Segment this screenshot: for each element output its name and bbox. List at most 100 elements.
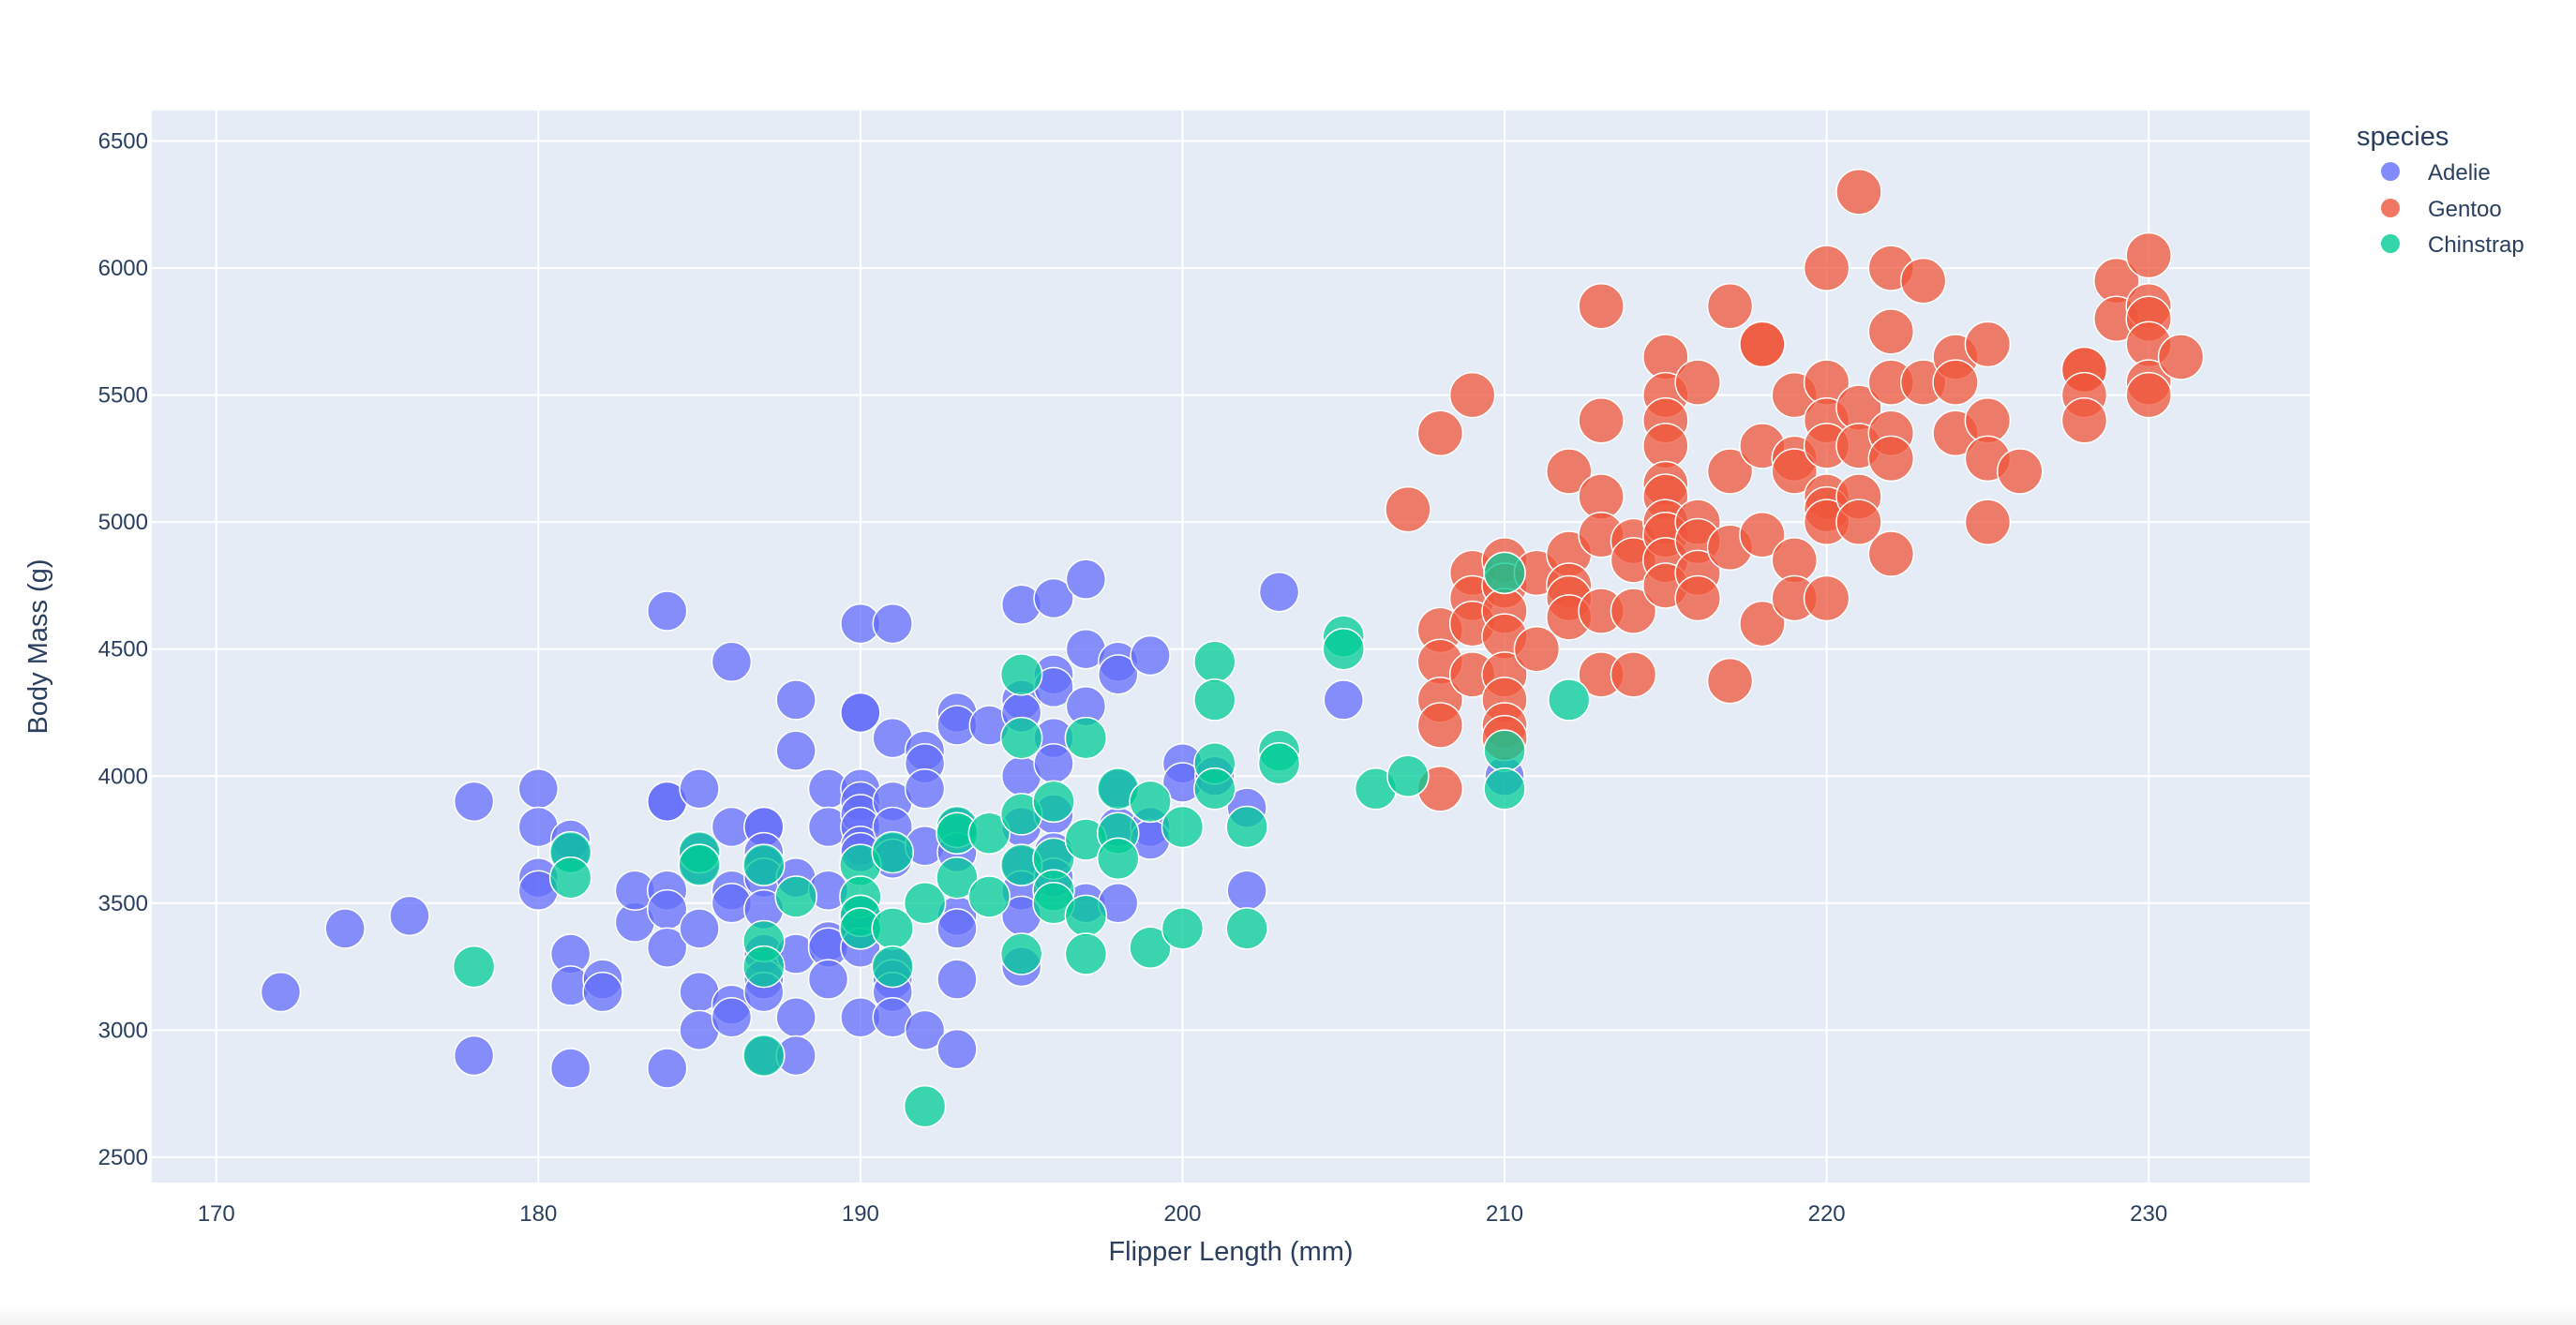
adelie-point[interactable]: [840, 692, 881, 734]
chinstrap-point[interactable]: [548, 856, 592, 900]
adelie-point[interactable]: [936, 959, 978, 1000]
adelie-point[interactable]: [1065, 558, 1107, 600]
chinstrap-point[interactable]: [1096, 837, 1140, 881]
chinstrap-point[interactable]: [742, 843, 786, 886]
gentoo-point[interactable]: [1899, 257, 1947, 305]
chinstrap-point[interactable]: [1193, 678, 1236, 722]
gentoo-point[interactable]: [2060, 396, 2108, 444]
gentoo-point[interactable]: [1385, 485, 1431, 533]
adelie-point[interactable]: [904, 768, 946, 810]
gentoo-point[interactable]: [2157, 334, 2205, 380]
gentoo-point[interactable]: [1416, 702, 1464, 749]
adelie-point[interactable]: [1226, 870, 1267, 911]
adelie-point[interactable]: [711, 641, 753, 683]
chinstrap-point[interactable]: [871, 830, 914, 874]
gentoo-point[interactable]: [1867, 530, 1915, 577]
legend-item-adelie[interactable]: Adelie: [2381, 160, 2491, 186]
legend[interactable]: species Adelie Gentoo Chinstrap: [2357, 122, 2524, 258]
chinstrap-point[interactable]: [1129, 780, 1172, 824]
chinstrap-point[interactable]: [1548, 678, 1591, 722]
adelie-point[interactable]: [872, 603, 913, 645]
chinstrap-point[interactable]: [903, 882, 947, 925]
chinstrap-point[interactable]: [967, 875, 1011, 918]
chinstrap-point[interactable]: [1193, 767, 1236, 811]
adelie-point[interactable]: [775, 997, 816, 1038]
chinstrap-point[interactable]: [1386, 754, 1430, 798]
gentoo-point[interactable]: [1803, 574, 1850, 622]
chinstrap-point[interactable]: [678, 843, 721, 886]
adelie-point[interactable]: [453, 781, 495, 823]
adelie-point[interactable]: [1097, 654, 1139, 695]
adelie-point[interactable]: [711, 997, 753, 1038]
adelie-point[interactable]: [1258, 571, 1300, 613]
chinstrap-point[interactable]: [1225, 907, 1268, 950]
chinstrap-point[interactable]: [1129, 926, 1172, 969]
adelie-point[interactable]: [679, 908, 720, 949]
gentoo-point[interactable]: [1513, 625, 1561, 673]
adelie-point[interactable]: [646, 927, 688, 968]
gentoo-point[interactable]: [1578, 282, 1625, 330]
adelie-point[interactable]: [1130, 634, 1171, 677]
adelie-point[interactable]: [775, 730, 816, 771]
adelie-point[interactable]: [936, 1028, 978, 1070]
gentoo-point[interactable]: [1706, 448, 1754, 495]
gentoo-point[interactable]: [1448, 371, 1496, 419]
chinstrap-point[interactable]: [1161, 907, 1205, 950]
gentoo-point[interactable]: [1674, 359, 1721, 406]
chinstrap-point[interactable]: [1064, 894, 1108, 938]
adelie-point[interactable]: [1033, 742, 1074, 784]
gentoo-point[interactable]: [1610, 588, 1657, 634]
chinstrap-point[interactable]: [1483, 551, 1526, 595]
chinstrap-point[interactable]: [1193, 640, 1236, 684]
chinstrap-point[interactable]: [1483, 767, 1526, 811]
gentoo-point[interactable]: [1964, 499, 2012, 545]
adelie-point[interactable]: [582, 971, 623, 1013]
chinstrap-point[interactable]: [1483, 729, 1526, 772]
chinstrap-point[interactable]: [452, 945, 496, 989]
chinstrap-point[interactable]: [999, 932, 1043, 975]
chinstrap-point[interactable]: [871, 945, 914, 989]
gentoo-point[interactable]: [1674, 574, 1721, 622]
gentoo-point[interactable]: [1546, 448, 1593, 495]
chinstrap-point[interactable]: [936, 856, 979, 900]
gentoo-point[interactable]: [1416, 409, 1464, 457]
gentoo-point[interactable]: [1835, 168, 1882, 216]
adelie-point[interactable]: [260, 971, 302, 1013]
adelie-point[interactable]: [1323, 679, 1365, 721]
gentoo-point[interactable]: [1771, 448, 1819, 495]
chinstrap-point[interactable]: [1064, 932, 1108, 975]
adelie-point[interactable]: [389, 895, 430, 937]
gentoo-point[interactable]: [2125, 371, 2172, 419]
adelie-point[interactable]: [324, 908, 366, 949]
adelie-point[interactable]: [904, 1009, 946, 1051]
gentoo-point[interactable]: [1739, 320, 1786, 368]
chinstrap-point[interactable]: [1257, 741, 1301, 785]
adelie-point[interactable]: [646, 1048, 688, 1089]
adelie-point[interactable]: [807, 959, 849, 1000]
gentoo-point[interactable]: [1932, 359, 1979, 406]
adelie-point[interactable]: [453, 1035, 495, 1077]
chinstrap-point[interactable]: [999, 653, 1043, 696]
gentoo-point[interactable]: [1835, 499, 1882, 545]
chinstrap-point[interactable]: [742, 945, 786, 989]
gentoo-point[interactable]: [1803, 245, 1850, 291]
legend-item-chinstrap[interactable]: Chinstrap: [2381, 232, 2524, 258]
chinstrap-point[interactable]: [999, 716, 1043, 760]
chinstrap-point[interactable]: [742, 1034, 786, 1078]
adelie-point[interactable]: [775, 679, 816, 721]
gentoo-point[interactable]: [1578, 396, 1625, 444]
chinstrap-point[interactable]: [1225, 805, 1268, 849]
chinstrap-point[interactable]: [903, 1084, 947, 1128]
adelie-point[interactable]: [646, 590, 688, 632]
gentoo-point[interactable]: [1706, 282, 1754, 330]
chinstrap-point[interactable]: [774, 875, 817, 918]
gentoo-point[interactable]: [1867, 308, 1915, 355]
legend-item-gentoo[interactable]: Gentoo: [2381, 197, 2502, 222]
chinstrap-point[interactable]: [967, 811, 1011, 856]
adelie-point[interactable]: [1033, 577, 1074, 619]
gentoo-point[interactable]: [1964, 320, 2012, 368]
adelie-point[interactable]: [679, 768, 720, 810]
adelie-point[interactable]: [517, 768, 560, 810]
chinstrap-point[interactable]: [1064, 716, 1108, 760]
gentoo-point[interactable]: [1610, 651, 1657, 698]
